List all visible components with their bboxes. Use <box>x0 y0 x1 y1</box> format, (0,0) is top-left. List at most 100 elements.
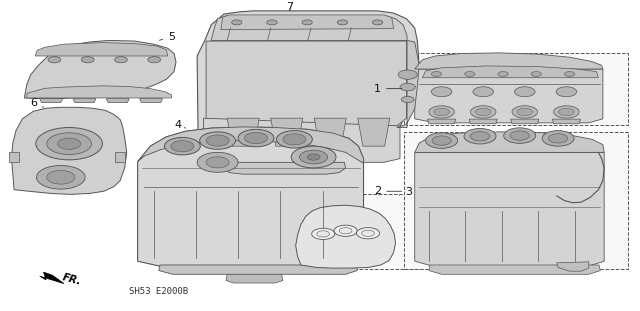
Polygon shape <box>221 15 394 30</box>
Polygon shape <box>106 99 129 103</box>
Polygon shape <box>224 162 346 174</box>
Circle shape <box>564 72 575 77</box>
Circle shape <box>554 106 579 118</box>
Polygon shape <box>138 127 364 163</box>
Polygon shape <box>271 118 303 146</box>
Circle shape <box>283 134 306 145</box>
Polygon shape <box>422 66 598 78</box>
Polygon shape <box>40 272 64 284</box>
Polygon shape <box>40 99 63 103</box>
Circle shape <box>400 83 415 91</box>
Circle shape <box>267 20 277 25</box>
Circle shape <box>434 108 449 116</box>
Circle shape <box>171 141 194 152</box>
Circle shape <box>465 72 475 77</box>
Text: SH53 E2000B: SH53 E2000B <box>129 287 188 296</box>
Text: 6: 6 <box>30 98 44 108</box>
Circle shape <box>510 131 529 140</box>
Text: 5: 5 <box>159 32 175 42</box>
Circle shape <box>81 57 94 63</box>
Circle shape <box>515 87 535 97</box>
Polygon shape <box>204 118 400 162</box>
Circle shape <box>476 108 491 116</box>
Polygon shape <box>73 99 96 103</box>
Circle shape <box>148 57 161 63</box>
Polygon shape <box>226 274 283 283</box>
Circle shape <box>517 108 532 116</box>
Circle shape <box>372 20 383 25</box>
Polygon shape <box>511 119 539 124</box>
Bar <box>292 194 423 269</box>
Text: FR.: FR. <box>61 272 82 287</box>
Circle shape <box>512 106 538 118</box>
Circle shape <box>47 133 92 155</box>
Polygon shape <box>296 205 396 268</box>
Circle shape <box>401 96 414 103</box>
Circle shape <box>339 228 352 234</box>
Text: 1: 1 <box>374 84 402 94</box>
Circle shape <box>473 87 493 97</box>
Circle shape <box>426 133 458 148</box>
Circle shape <box>58 138 81 149</box>
Circle shape <box>238 129 274 147</box>
Polygon shape <box>415 69 603 123</box>
Circle shape <box>470 132 490 141</box>
Text: 3: 3 <box>399 187 412 197</box>
Circle shape <box>232 20 242 25</box>
Bar <box>404 53 628 125</box>
Circle shape <box>206 135 229 146</box>
Polygon shape <box>227 118 259 146</box>
Polygon shape <box>469 119 497 124</box>
Circle shape <box>356 228 380 239</box>
Circle shape <box>36 165 85 189</box>
Circle shape <box>429 106 454 118</box>
Polygon shape <box>397 40 419 128</box>
Circle shape <box>36 128 102 160</box>
Polygon shape <box>415 53 603 69</box>
Polygon shape <box>115 152 125 162</box>
Polygon shape <box>429 265 600 274</box>
Polygon shape <box>552 119 580 124</box>
Polygon shape <box>415 132 604 152</box>
Circle shape <box>206 157 229 168</box>
Circle shape <box>398 70 417 79</box>
Polygon shape <box>9 152 19 162</box>
Polygon shape <box>358 118 390 146</box>
Polygon shape <box>35 43 168 56</box>
Circle shape <box>548 134 568 143</box>
Circle shape <box>531 72 541 77</box>
Circle shape <box>559 108 574 116</box>
Circle shape <box>300 150 328 164</box>
Polygon shape <box>159 265 357 274</box>
Circle shape <box>542 131 574 146</box>
Circle shape <box>362 230 374 236</box>
Circle shape <box>556 87 577 97</box>
Polygon shape <box>197 11 419 162</box>
Polygon shape <box>557 262 589 271</box>
Polygon shape <box>12 107 127 194</box>
Polygon shape <box>428 119 456 124</box>
Circle shape <box>307 154 320 160</box>
Polygon shape <box>314 118 346 146</box>
Text: 2: 2 <box>374 186 402 196</box>
Circle shape <box>334 225 357 236</box>
Circle shape <box>464 128 496 144</box>
Circle shape <box>470 106 496 118</box>
Circle shape <box>276 131 312 148</box>
Polygon shape <box>206 41 406 126</box>
Circle shape <box>48 57 61 63</box>
Bar <box>404 132 628 269</box>
Polygon shape <box>24 40 176 99</box>
Polygon shape <box>415 152 604 266</box>
Circle shape <box>164 137 200 155</box>
Text: 4: 4 <box>174 120 186 130</box>
Circle shape <box>312 228 335 239</box>
Text: 7: 7 <box>286 2 294 12</box>
Polygon shape <box>138 127 364 271</box>
Circle shape <box>115 57 127 63</box>
Circle shape <box>244 132 268 144</box>
Polygon shape <box>27 86 172 98</box>
Circle shape <box>200 132 236 149</box>
Circle shape <box>47 170 75 184</box>
Circle shape <box>337 20 348 25</box>
